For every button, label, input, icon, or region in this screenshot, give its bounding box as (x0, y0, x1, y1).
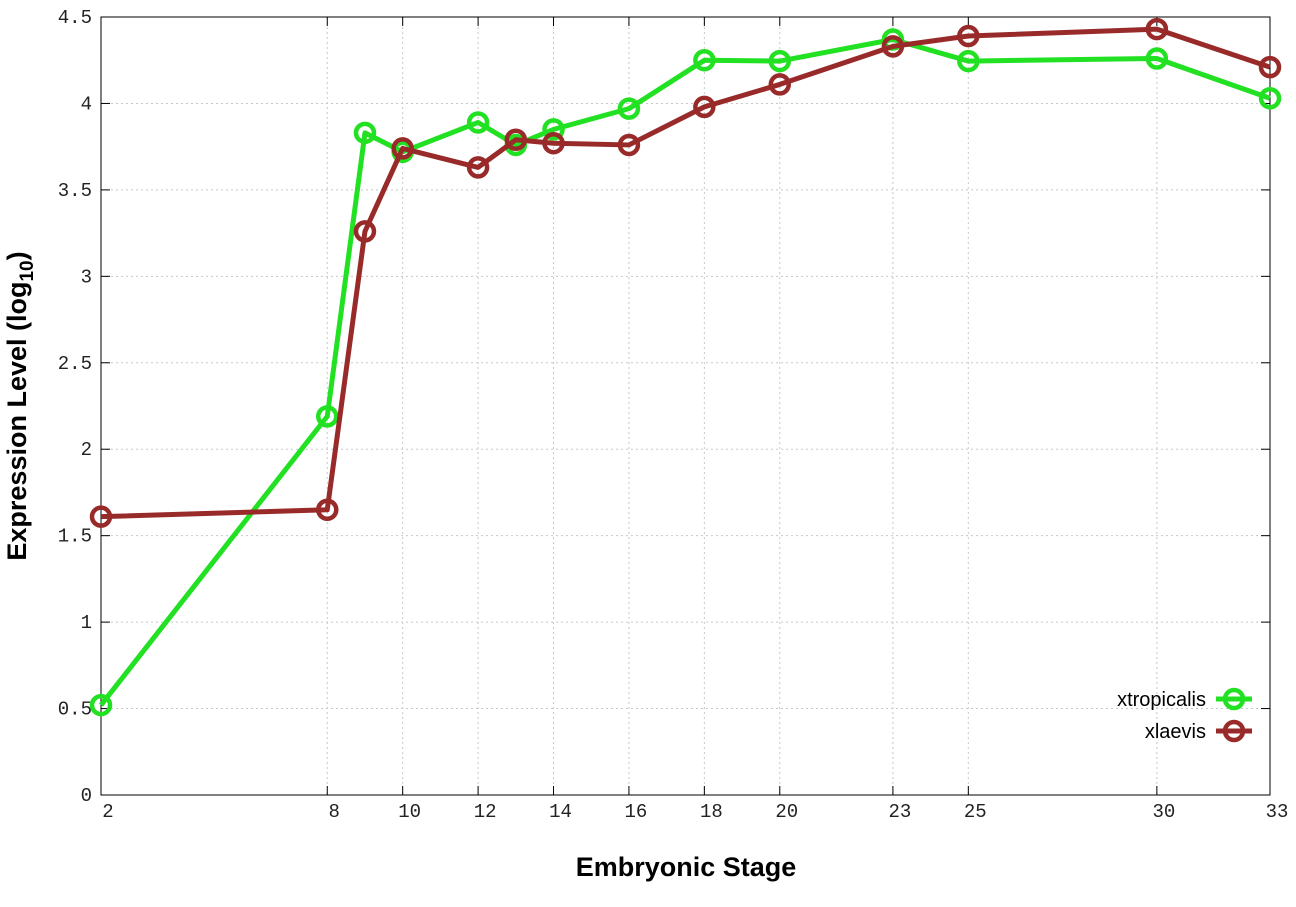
x-tick-label: 14 (549, 801, 572, 823)
y-tick-label: 4.5 (58, 7, 92, 29)
x-tick-label: 8 (329, 801, 340, 823)
data-point (353, 220, 377, 243)
data-point (881, 35, 905, 58)
plot-frame (100, 16, 1271, 796)
data-point (391, 137, 414, 160)
y-axis-title-suffix: ) (2, 251, 32, 260)
data-point (957, 24, 980, 48)
data-point (542, 131, 565, 155)
data-point (617, 97, 641, 120)
x-tick-label: 2 (102, 801, 113, 823)
y-tick-label: 1 (81, 612, 92, 634)
y-tick-label: 0.5 (58, 699, 92, 721)
data-point (617, 133, 641, 157)
data-point (1258, 87, 1282, 110)
x-tick-label: 23 (888, 801, 911, 823)
data-point (504, 128, 528, 152)
y-tick-label: 3.5 (58, 180, 92, 202)
data-point (768, 49, 792, 73)
x-axis-title: Embryonic Stage (576, 852, 797, 882)
x-tick-label: 16 (625, 801, 648, 823)
data-point (1145, 47, 1169, 70)
data-point (466, 111, 490, 134)
data-point (316, 498, 339, 521)
series-line (99, 36, 1271, 707)
data-point (89, 505, 113, 528)
y-tick-label: 2.5 (58, 353, 92, 375)
x-tick-label: 18 (700, 801, 723, 823)
data-point (542, 118, 565, 141)
data-point (693, 95, 716, 119)
data-point (466, 156, 490, 179)
data-point (89, 693, 113, 717)
x-tick-label: 30 (1152, 801, 1175, 823)
x-tick-label: 10 (398, 801, 421, 823)
data-point (693, 48, 716, 72)
data-point (353, 121, 377, 145)
y-axis-title: Expression Level (log10) (2, 251, 38, 560)
y-axis-title-text: Expression Level (log (2, 282, 32, 561)
y-tick-label: 4 (81, 93, 92, 115)
data-point (316, 405, 339, 428)
x-tick-label: 20 (775, 801, 798, 823)
data-point (768, 73, 792, 96)
y-tick-label: 2 (81, 439, 92, 461)
legend-label: xtropicalis (1117, 689, 1206, 711)
x-tick-label: 33 (1266, 801, 1289, 823)
y-tick-label: 1.5 (58, 526, 92, 548)
x-tick-label: 12 (474, 801, 497, 823)
data-point (1258, 55, 1282, 79)
y-axis-title-subscript: 10 (17, 260, 38, 281)
series-line (100, 26, 1271, 520)
data-point (957, 49, 980, 73)
y-tick-label: 3 (81, 266, 92, 288)
legend-marker (1222, 719, 1246, 743)
data-point (1145, 17, 1169, 41)
legend-label: xlaevis (1145, 721, 1206, 743)
y-tick-label: 0 (81, 785, 92, 807)
x-tick-label: 25 (964, 801, 987, 823)
legend-marker (1222, 687, 1246, 711)
